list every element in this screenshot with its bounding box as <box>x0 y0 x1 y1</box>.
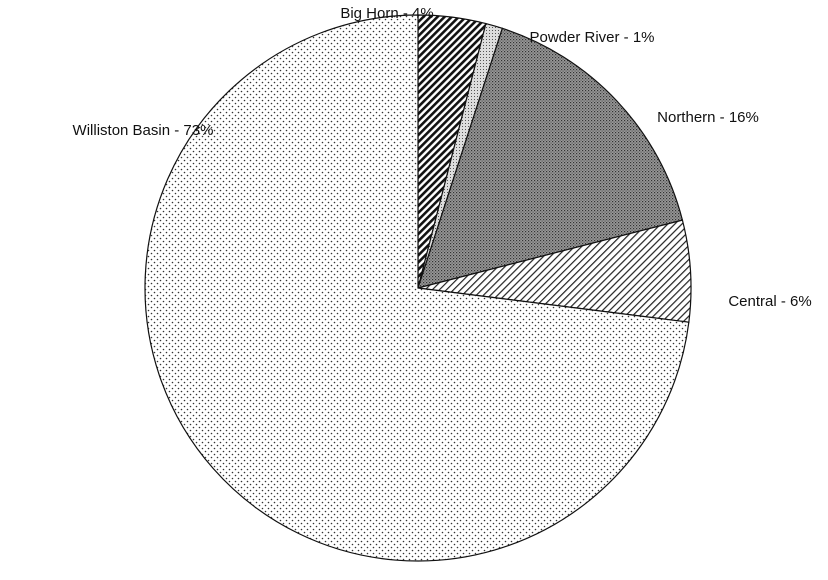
slice-label: Powder River - 1% <box>529 29 654 46</box>
slice-label: Big Horn - 4% <box>340 5 433 22</box>
slice-label: Williston Basin - 73% <box>73 122 214 139</box>
pie-slice <box>144 14 690 562</box>
slice-label: Northern - 16% <box>657 109 759 126</box>
slice-label: Central - 6% <box>728 293 811 310</box>
pie-slice <box>417 27 684 289</box>
